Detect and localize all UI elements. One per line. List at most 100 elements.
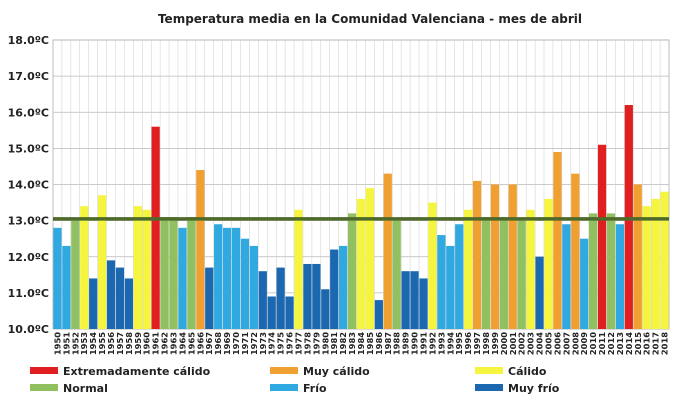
- x-tick-label: 1956: [106, 332, 116, 355]
- x-tick-label: 1977: [294, 332, 304, 355]
- bar-2009: [580, 238, 589, 329]
- x-tick-label: 1994: [445, 332, 455, 355]
- x-tick-label: 1953: [79, 332, 89, 355]
- x-tick-label: 2006: [552, 332, 562, 355]
- legend-swatch: [475, 384, 503, 391]
- chart-legend: Extremadamente cálido Muy cálido Cálido Nor…: [30, 365, 560, 395]
- bar-1984: [356, 198, 366, 329]
- bar-2005: [544, 198, 553, 329]
- x-tick-label: 1972: [249, 332, 259, 355]
- bar-1950: [53, 227, 62, 329]
- bar-2007: [562, 224, 571, 329]
- bar-1967: [205, 267, 214, 329]
- x-tick-label: 1976: [285, 332, 295, 355]
- x-tick-label: 1984: [356, 332, 366, 355]
- x-tick-label: 1996: [463, 332, 473, 355]
- y-tick-label: 12.0ºC: [8, 251, 49, 264]
- bar-2015: [633, 184, 642, 329]
- x-tick-label: 2004: [535, 332, 545, 355]
- y-tick-label: 14.0ºC: [8, 179, 49, 192]
- x-tick-label: 1988: [392, 332, 402, 355]
- x-tick-label: 2018: [660, 332, 670, 355]
- chart-title: Temperatura media en la Comunidad Valenc…: [158, 12, 582, 26]
- x-tick-label: 1969: [222, 332, 232, 355]
- x-tick-label: 2001: [508, 332, 518, 355]
- x-tick-label: 1968: [213, 332, 223, 355]
- x-tick-label: 1982: [338, 332, 348, 355]
- x-tick-label: 2014: [624, 332, 634, 355]
- y-tick-label: 18.0ºC: [8, 34, 49, 47]
- x-tick-label: 1961: [151, 332, 161, 355]
- bar-1995: [455, 224, 464, 329]
- legend-label: Muy cálido: [303, 365, 370, 378]
- bar-2013: [615, 224, 624, 329]
- x-tick-label: 1963: [169, 332, 179, 355]
- x-tick-label: 2016: [642, 332, 652, 355]
- x-tick-label: 1998: [481, 332, 491, 355]
- y-axis-ticks: 10.0ºC 11.0ºC 12.0ºC 13.0ºC 14.0ºC 15.0ºC 16.0…: [8, 34, 49, 336]
- bar-1986: [374, 300, 383, 329]
- x-tick-label: 1962: [160, 332, 170, 355]
- bar-1956: [106, 260, 116, 329]
- legend-label: Frío: [303, 382, 327, 395]
- x-tick-label: 2009: [579, 332, 589, 355]
- legend-label: Normal: [63, 382, 108, 395]
- bar-2016: [642, 206, 651, 329]
- bar-1999: [490, 184, 500, 329]
- bar-1998: [481, 217, 491, 329]
- x-tick-label: 2015: [633, 332, 643, 355]
- x-tick-label: 1967: [204, 332, 214, 355]
- x-tick-label: 1954: [88, 332, 98, 355]
- x-tick-label: 2000: [499, 332, 509, 355]
- x-tick-label: 1997: [472, 332, 482, 355]
- bar-1979: [312, 263, 321, 329]
- bar-1951: [62, 245, 71, 329]
- bar-1982: [339, 245, 348, 329]
- x-tick-label: 1958: [124, 332, 134, 355]
- x-tick-label: 2005: [543, 332, 553, 355]
- bar-2000: [499, 217, 508, 329]
- bar-1993: [437, 235, 446, 329]
- legend-swatch: [270, 384, 298, 391]
- x-tick-label: 1975: [276, 332, 286, 355]
- legend-label: Cálido: [508, 365, 547, 378]
- x-tick-label: 1957: [115, 332, 125, 355]
- bar-1955: [97, 195, 107, 329]
- legend-swatch: [30, 384, 58, 391]
- bar-1969: [222, 227, 232, 329]
- bar-1953: [80, 206, 89, 329]
- y-tick-label: 15.0ºC: [8, 142, 49, 155]
- bar-2011: [597, 144, 607, 329]
- x-tick-label: 1950: [52, 332, 62, 355]
- bar-1972: [249, 245, 258, 329]
- x-tick-label: 1983: [347, 332, 357, 355]
- x-tick-label: 1955: [97, 332, 107, 355]
- bar-1961: [151, 126, 160, 329]
- x-tick-label: 1978: [302, 332, 312, 355]
- y-tick-label: 11.0ºC: [8, 287, 49, 300]
- x-tick-label: 1960: [142, 332, 152, 355]
- x-tick-label: 1973: [258, 332, 268, 355]
- bar-2017: [651, 198, 660, 329]
- bar-2004: [535, 256, 544, 329]
- bar-1970: [231, 227, 241, 329]
- bar-1960: [142, 209, 151, 329]
- bar-1992: [428, 202, 437, 329]
- bar-1981: [330, 249, 339, 329]
- bar-2008: [571, 173, 580, 329]
- bar-1977: [294, 209, 303, 329]
- legend-swatch: [270, 367, 298, 374]
- bar-1957: [115, 267, 125, 329]
- bar-1958: [124, 278, 133, 329]
- bar-1988: [392, 220, 401, 330]
- bar-2006: [553, 151, 562, 329]
- bar-1996: [464, 209, 473, 329]
- x-tick-label: 1959: [133, 332, 143, 355]
- bar-1959: [133, 206, 142, 329]
- x-tick-label: 1979: [311, 332, 321, 355]
- x-tick-label: 2017: [651, 332, 661, 355]
- x-tick-label: 1985: [365, 332, 375, 355]
- bar-1971: [240, 238, 250, 329]
